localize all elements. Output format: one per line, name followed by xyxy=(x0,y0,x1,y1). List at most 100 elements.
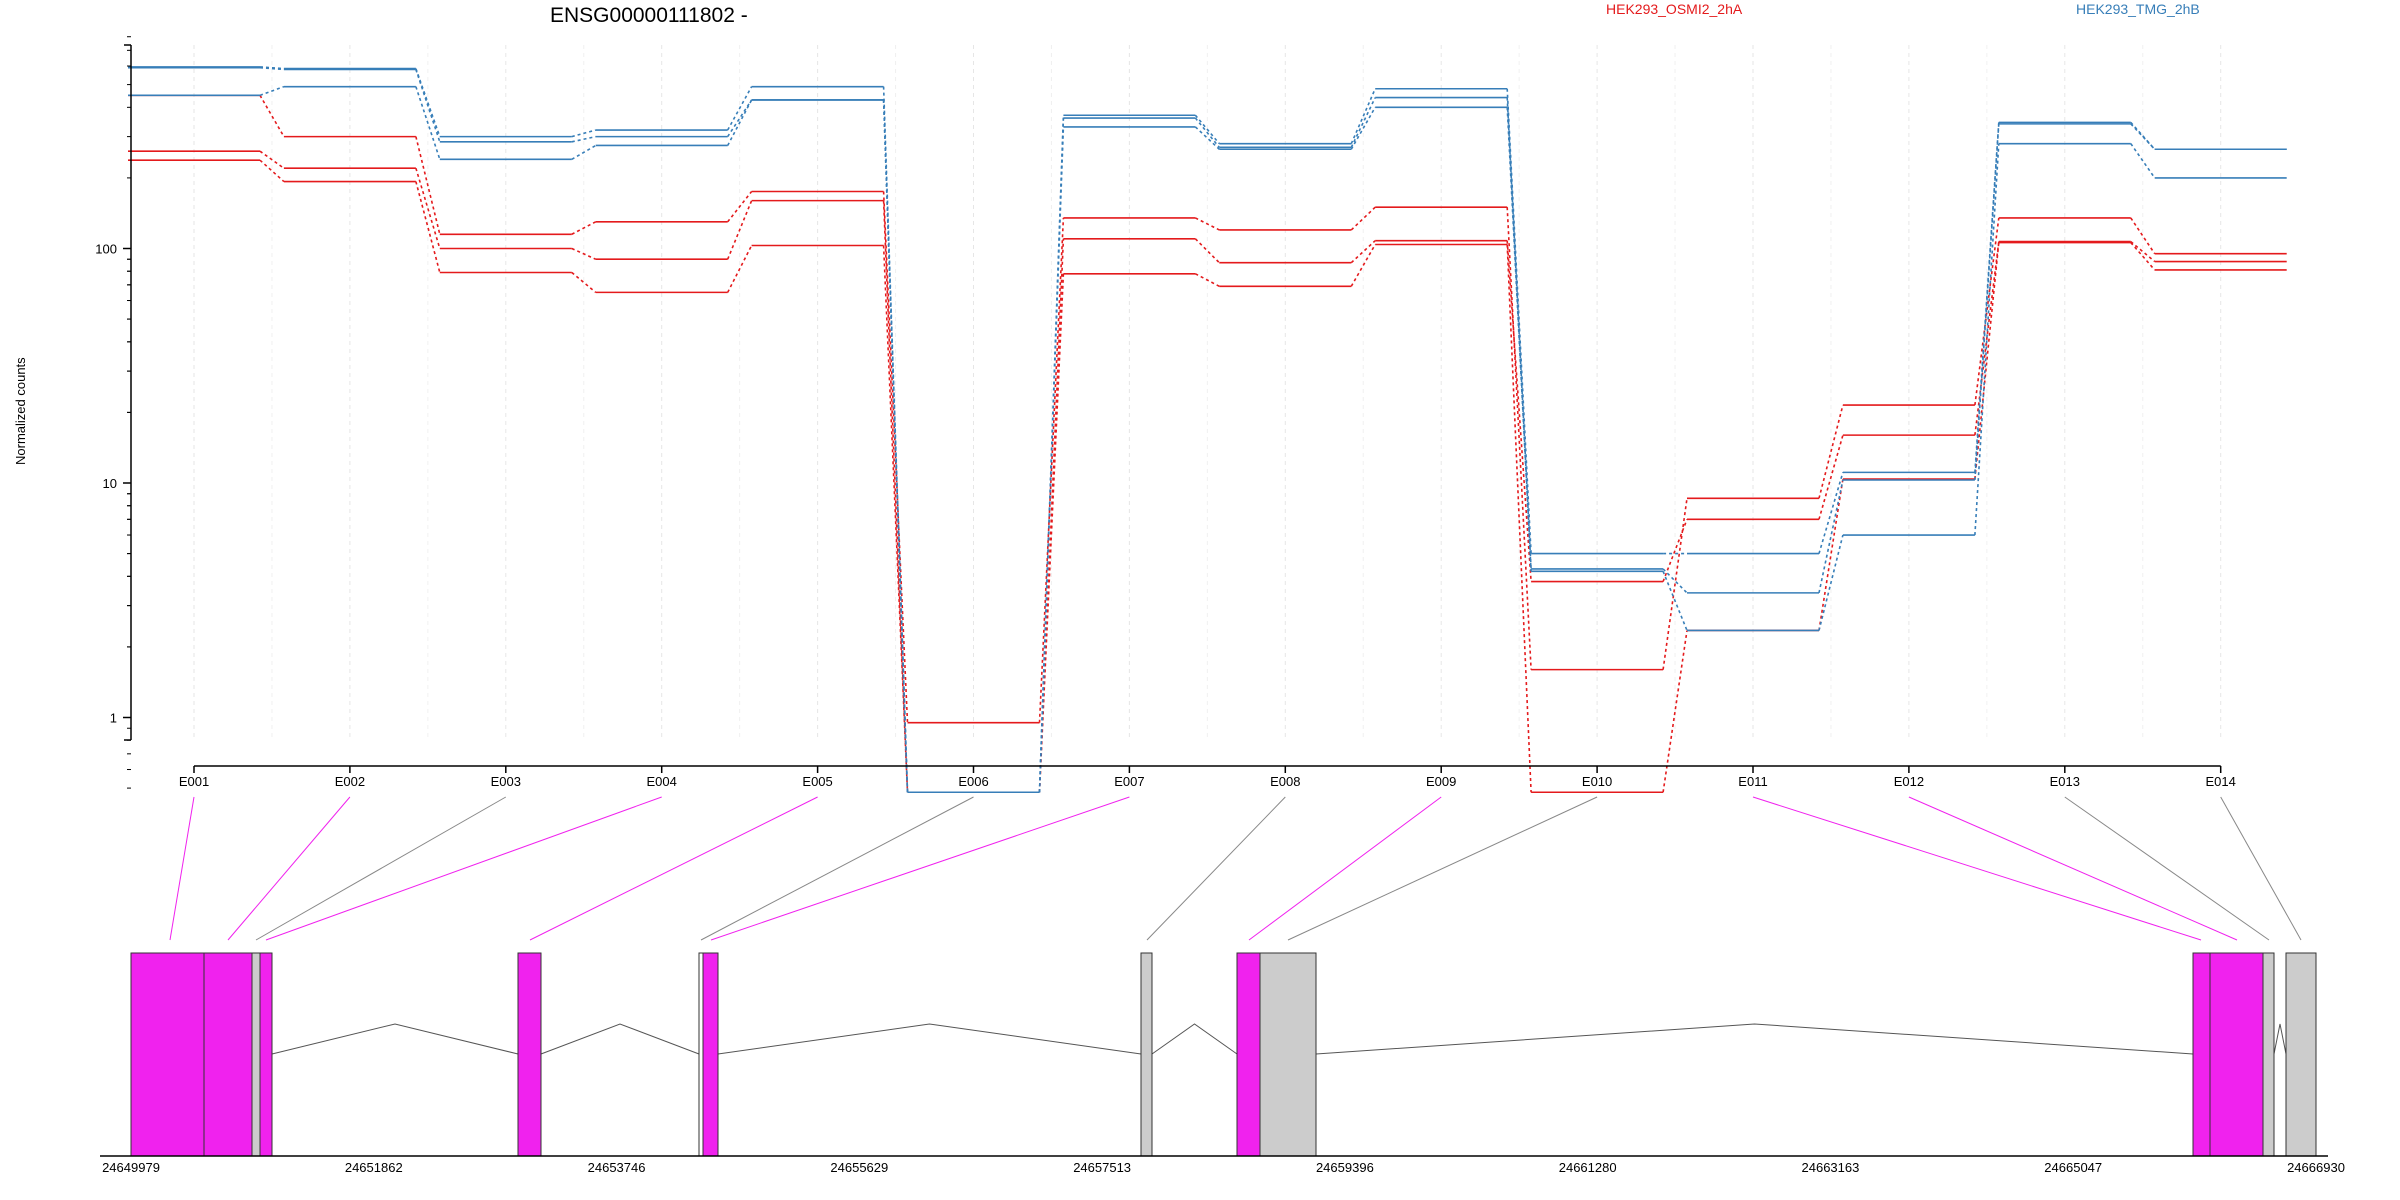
exon-transition xyxy=(882,86,909,793)
genomic-tick-label: 24661280 xyxy=(1559,1160,1617,1175)
exon-transition xyxy=(726,99,753,146)
exon-transition xyxy=(259,150,285,169)
exon-transition xyxy=(571,129,596,138)
exon-transition xyxy=(2130,217,2156,255)
exon-transition xyxy=(259,159,285,183)
exon-transition xyxy=(1506,240,1532,582)
chart-title: ENSG00000111802 - xyxy=(550,4,748,27)
exon-transition xyxy=(1195,273,1220,287)
x-tick-label-E005: E005 xyxy=(802,774,832,789)
exon-transition xyxy=(1350,106,1376,150)
exon-transition xyxy=(259,94,285,138)
exon-transition xyxy=(1818,472,1844,554)
connector-E008 xyxy=(1146,796,1286,941)
exon-transition xyxy=(415,136,441,235)
x-tick-label-E009: E009 xyxy=(1426,774,1456,789)
x-tick-label-E013: E013 xyxy=(2050,774,2080,789)
genomic-tick-label: 24651862 xyxy=(345,1160,403,1175)
exon-box xyxy=(2192,952,2211,1157)
legend-label-osmi2: HEK293_OSMI2_2hA xyxy=(1606,1,1743,17)
exon-transition xyxy=(2130,240,2156,263)
connector-E001 xyxy=(169,796,195,941)
series-HEK293_OSMI2_2hA-0 xyxy=(128,94,2287,724)
exon-transition xyxy=(882,245,909,793)
gene-model xyxy=(130,952,2317,1157)
exon-transition xyxy=(415,167,441,249)
exon-transition xyxy=(415,68,441,137)
exon-transition xyxy=(571,144,597,161)
x-tick-label-E004: E004 xyxy=(647,774,677,789)
exon-transition xyxy=(1038,126,1065,793)
exon-transition xyxy=(726,86,753,131)
y-tick-label: 100 xyxy=(95,242,117,257)
genomic-coordinate-axis: 24649979 24651862 24653746 24655629 24657513… xyxy=(100,1155,2345,1175)
intron-line xyxy=(2273,1023,2287,1055)
intron-line xyxy=(1315,1023,2194,1055)
genomic-tick-label: 24659396 xyxy=(1316,1160,1374,1175)
genomic-tick-label: 24655629 xyxy=(830,1160,888,1175)
connector-E009 xyxy=(1248,796,1442,941)
exon-transition xyxy=(1194,238,1220,264)
connector-E013 xyxy=(2064,796,2270,941)
exon-transition xyxy=(1350,206,1376,231)
exon-transition xyxy=(1506,244,1532,793)
exon-box xyxy=(251,952,261,1157)
exon-transition xyxy=(2130,242,2156,271)
exon-transition xyxy=(415,69,441,143)
intron-line xyxy=(717,1023,1142,1055)
connector-E007 xyxy=(710,796,1130,941)
exon-box xyxy=(1259,952,1317,1157)
exon-transition xyxy=(1974,241,2000,436)
axes: 1 10 100 E001 E002 E003 E004 E005 E006 E007 E008 E0… xyxy=(95,36,2236,789)
exon-transition xyxy=(1974,122,2000,473)
intron-line xyxy=(540,1023,700,1055)
exon-transition xyxy=(1974,242,2000,480)
exon-connector-lines xyxy=(169,796,2302,941)
connector-E004 xyxy=(265,796,662,941)
exon-transition xyxy=(726,245,753,293)
x-tick-label-E001: E001 xyxy=(179,774,209,789)
genomic-tick-label: 24666930 xyxy=(2287,1160,2345,1175)
genomic-tick-label: 24657513 xyxy=(1073,1160,1131,1175)
y-tick-label: 1 xyxy=(110,711,117,726)
connector-E012 xyxy=(1908,796,2238,941)
exon-transition xyxy=(1350,240,1376,264)
x-tick-label-E007: E007 xyxy=(1114,774,1144,789)
exon-box xyxy=(1236,952,1261,1157)
connector-E002 xyxy=(227,796,351,941)
exon-transition xyxy=(1194,114,1220,145)
connector-E005 xyxy=(529,796,818,941)
x-tick-label-E011: E011 xyxy=(1738,774,1767,789)
exon-transition xyxy=(727,191,753,223)
exon-transition xyxy=(1350,88,1376,144)
x-tick-label-E006: E006 xyxy=(958,774,988,789)
series-HEK293_TMG_2hB-5 xyxy=(128,85,2287,794)
exon-transition xyxy=(571,221,597,235)
exon-transition xyxy=(1350,97,1376,148)
exon-transition xyxy=(1818,534,1844,631)
exon-transition xyxy=(571,135,596,143)
exon-transition xyxy=(571,247,597,260)
count-series xyxy=(128,66,2287,794)
exon-box xyxy=(698,952,704,1157)
exon-transition xyxy=(1818,404,1844,499)
x-tick-label-E012: E012 xyxy=(1894,774,1924,789)
x-tick-label-E010: E010 xyxy=(1582,774,1612,789)
exon-transition xyxy=(1038,217,1065,723)
exon-box xyxy=(259,952,273,1157)
exon-box xyxy=(702,952,719,1157)
exon-transition xyxy=(882,191,909,723)
y-axis-label: Normalized counts xyxy=(13,357,28,465)
connector-E003 xyxy=(255,796,507,941)
exon-transition xyxy=(415,181,441,273)
connector-E014 xyxy=(2220,796,2302,941)
y-tick-label: 10 xyxy=(103,476,117,491)
legend-label-tmg: HEK293_TMG_2hB xyxy=(2076,1,2200,17)
exon-transition xyxy=(2130,143,2156,179)
exon-transition xyxy=(259,66,284,70)
x-tick-label-E003: E003 xyxy=(491,774,521,789)
exon-transition xyxy=(259,85,285,97)
exon-transition xyxy=(1506,207,1532,670)
connector-E010 xyxy=(1287,796,1598,941)
